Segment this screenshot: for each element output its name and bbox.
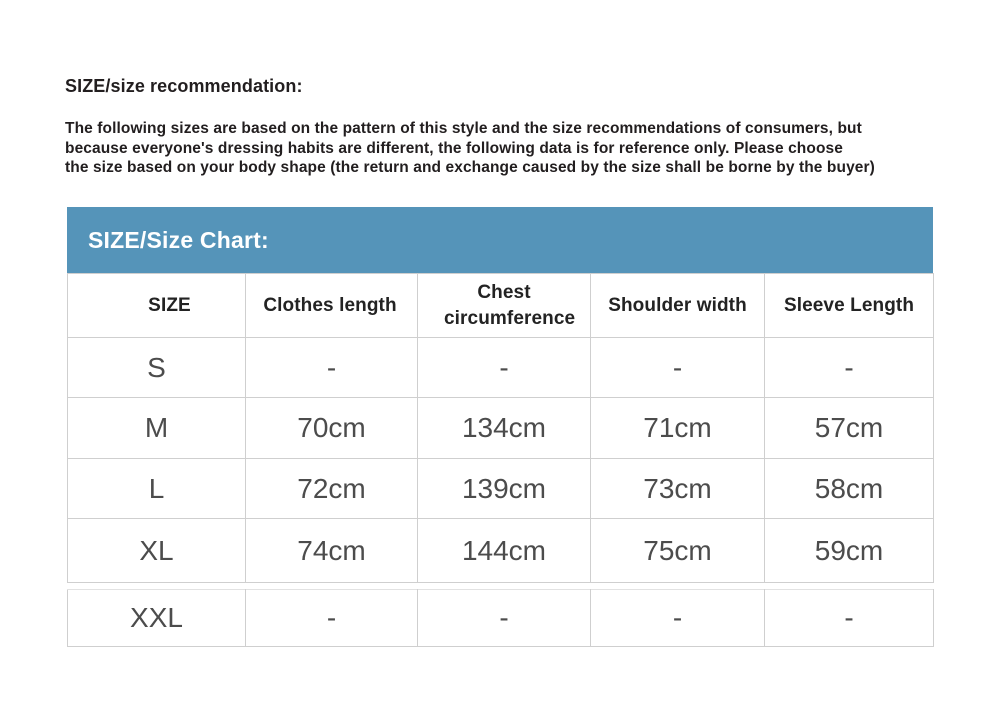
size-row-xxl: XXL - - - - bbox=[67, 589, 934, 647]
cell-clothes-length: 70cm bbox=[245, 397, 418, 459]
size-row-m: M 70cm 134cm 71cm 57cm bbox=[67, 397, 934, 459]
size-row-l: L 72cm 139cm 73cm 58cm bbox=[67, 458, 934, 519]
size-recommendation-heading: SIZE/size recommendation: bbox=[65, 76, 303, 96]
cell-chest-circumference: - bbox=[417, 589, 591, 647]
cell-shoulder-width: - bbox=[590, 589, 765, 647]
size-chart-table: SIZE Clothes length Chest circumference … bbox=[67, 273, 934, 583]
cell-sleeve-length: 59cm bbox=[764, 518, 934, 583]
cell-size: S bbox=[67, 337, 246, 398]
cell-clothes-length: - bbox=[245, 337, 418, 398]
size-row-xl: XL 74cm 144cm 75cm 59cm bbox=[67, 518, 934, 583]
cell-shoulder-width: - bbox=[590, 337, 765, 398]
size-chart-title: SIZE/Size Chart: bbox=[88, 226, 269, 253]
cell-shoulder-width: 71cm bbox=[590, 397, 765, 459]
cell-sleeve-length: - bbox=[764, 589, 934, 647]
cell-size: XL bbox=[67, 518, 246, 583]
cell-size: XXL bbox=[67, 589, 246, 647]
column-header-clothes-length: Clothes length bbox=[245, 273, 418, 338]
cell-size: L bbox=[67, 458, 246, 519]
column-header-chest-label: Chest circumference bbox=[444, 281, 576, 329]
column-header-shoulder-width: Shoulder width bbox=[590, 273, 765, 338]
disclaimer-line-2: because everyone's dressing habits are d… bbox=[65, 139, 843, 157]
cell-clothes-length: - bbox=[245, 589, 418, 647]
column-header-sleeve-length: Sleeve Length bbox=[764, 273, 934, 338]
cell-shoulder-width: 75cm bbox=[590, 518, 765, 583]
cell-clothes-length: 72cm bbox=[245, 458, 418, 519]
cell-sleeve-length: 58cm bbox=[764, 458, 934, 519]
size-chart-table-xxl-segment: XXL - - - - bbox=[67, 589, 934, 647]
cell-sleeve-length: 57cm bbox=[764, 397, 934, 459]
column-header-chest-circumference: Chest circumference bbox=[417, 273, 591, 338]
cell-sleeve-length: - bbox=[764, 337, 934, 398]
disclaimer-line-3: the size based on your body shape (the r… bbox=[65, 159, 875, 177]
size-disclaimer-text: The following sizes are based on the pat… bbox=[65, 119, 875, 178]
size-chart-title-bar: SIZE/Size Chart: bbox=[67, 207, 933, 273]
cell-chest-circumference: 134cm bbox=[417, 397, 591, 459]
cell-clothes-length: 74cm bbox=[245, 518, 418, 583]
cell-chest-circumference: - bbox=[417, 337, 591, 398]
cell-chest-circumference: 144cm bbox=[417, 518, 591, 583]
cell-size: M bbox=[67, 397, 246, 459]
cell-chest-circumference: 139cm bbox=[417, 458, 591, 519]
cell-shoulder-width: 73cm bbox=[590, 458, 765, 519]
disclaimer-line-1: The following sizes are based on the pat… bbox=[65, 120, 862, 137]
table-header-row: SIZE Clothes length Chest circumference … bbox=[67, 273, 934, 338]
size-chart-section: SIZE/Size Chart: SIZE Clothes length Che… bbox=[67, 207, 934, 647]
size-row-s: S - - - - bbox=[67, 337, 934, 398]
column-header-size: SIZE bbox=[67, 273, 246, 338]
